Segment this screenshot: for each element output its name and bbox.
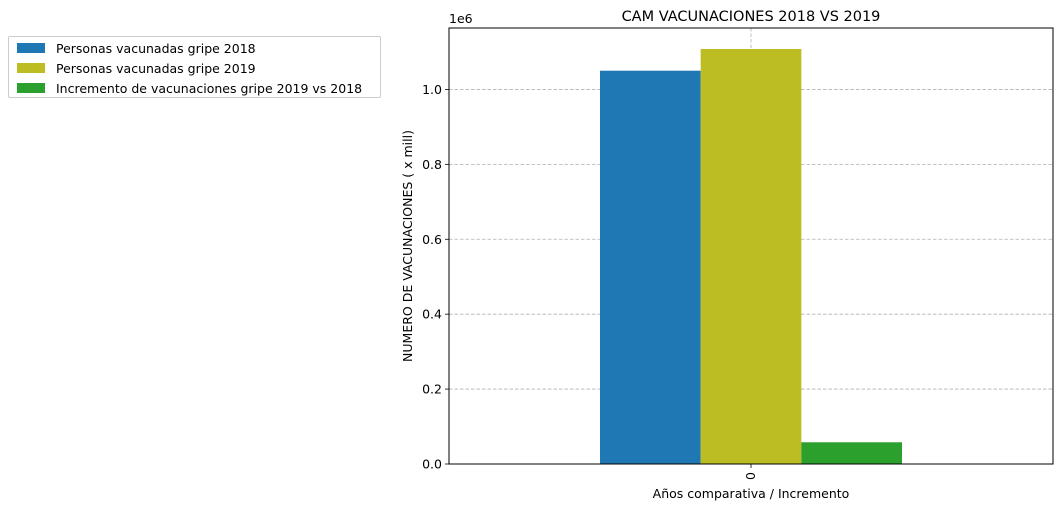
legend-item: Incremento de vacunaciones gripe 2019 vs… bbox=[17, 79, 362, 97]
y-tick-label: 0.4 bbox=[422, 307, 442, 322]
bars bbox=[600, 48, 902, 464]
y-tick-label: 0.8 bbox=[422, 157, 442, 172]
bar bbox=[801, 442, 902, 464]
x-tick-label: 0 bbox=[743, 472, 758, 480]
legend: Personas vacunadas gripe 2018 Personas v… bbox=[8, 36, 381, 98]
y-axis-ticks: 0.0 0.2 0.4 0.6 0.8 1.0 bbox=[422, 82, 449, 472]
legend-swatch bbox=[17, 43, 45, 53]
y-tick-label: 0.6 bbox=[422, 232, 442, 247]
y-tick-label: 0.2 bbox=[422, 382, 442, 397]
legend-item: Personas vacunadas gripe 2019 bbox=[17, 59, 256, 77]
x-axis-label: Años comparativa / Incremento bbox=[653, 486, 850, 501]
chart-title: CAM VACUNACIONES 2018 VS 2019 bbox=[622, 9, 881, 25]
y-offset-label: 1e6 bbox=[449, 11, 473, 26]
legend-label: Incremento de vacunaciones gripe 2019 vs… bbox=[56, 80, 363, 96]
legend-swatch bbox=[17, 83, 45, 93]
bar bbox=[600, 70, 701, 464]
legend-item: Personas vacunadas gripe 2018 bbox=[17, 39, 256, 57]
y-axis-label: NUMERO DE VACUNACIONES ( x mill) bbox=[400, 130, 415, 362]
y-tick-label: 0.0 bbox=[422, 457, 442, 472]
y-tick-label: 1.0 bbox=[422, 82, 442, 97]
legend-label: Personas vacunadas gripe 2018 bbox=[56, 40, 256, 56]
legend-swatch bbox=[17, 63, 45, 73]
bar bbox=[700, 48, 802, 464]
x-axis-ticks: 0 bbox=[743, 464, 758, 480]
legend-label: Personas vacunadas gripe 2019 bbox=[56, 60, 256, 76]
